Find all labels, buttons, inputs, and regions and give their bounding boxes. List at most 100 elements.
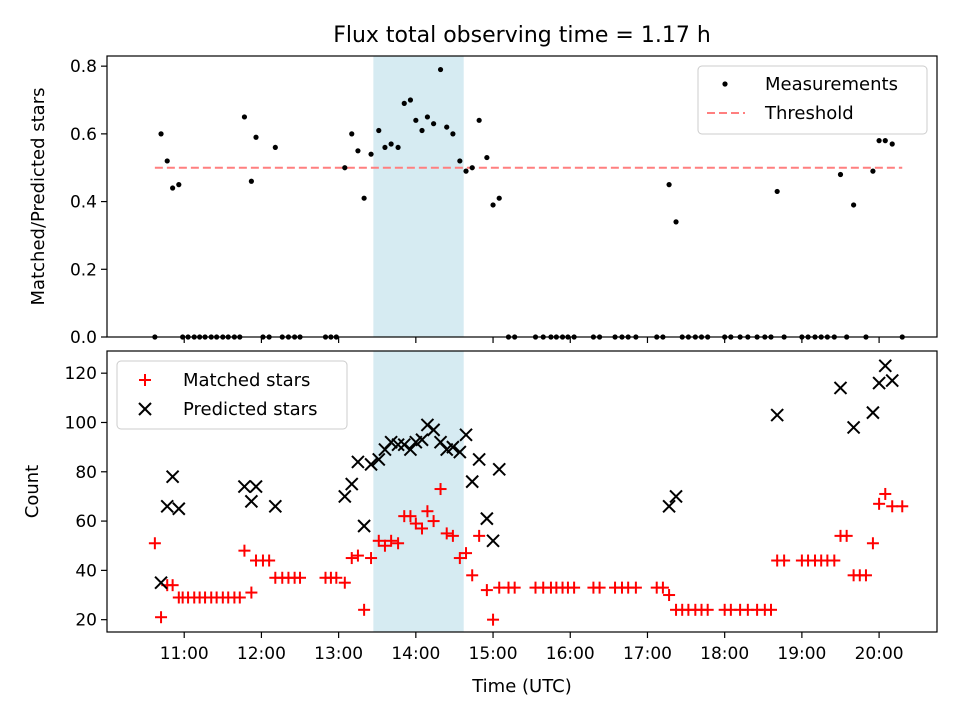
matched-star-point [166,579,179,592]
matched-star-point [245,586,258,599]
measurement-point [870,168,876,174]
measurement-point [463,168,469,174]
bottom-y-tick-label: 120 [65,364,97,384]
top-y-axis-label: Matched/Predicted stars [28,88,49,306]
measurement-point [395,144,401,151]
predicted-star-point [244,494,259,509]
matched-star-point [473,529,486,542]
matched-star-point [155,611,168,624]
matched-star-point [593,581,606,594]
x-tick-label: 14:00 [391,644,440,664]
predicted-star-point [357,519,371,533]
measurement-point [355,148,361,154]
predicted-star-point [878,359,892,373]
predicted-star-point [249,479,263,494]
matched-star-point [385,534,398,547]
measurement-point [158,131,164,137]
legend-label-matched: Matched stars [183,370,310,391]
legend-x-marker [138,402,152,416]
bottom-x-ticks: 11:00 12:00 13:00 14:00 15:00 16:00 17:00 18:00… [160,632,904,664]
predicted-star-point [165,470,180,484]
predicted-star-point [770,408,784,422]
matched-star-point [629,581,642,594]
measurement-point [889,141,895,147]
x-tick-label: 20:00 [855,644,904,664]
top-y-tick-label: 0.2 [70,260,97,280]
matched-star-point [404,510,417,523]
measurement-point [457,158,463,164]
bottom-y-tick-label: 100 [65,413,97,433]
x-axis-label: Time (UTC) [471,676,572,697]
measurement-point [401,100,407,106]
matched-star-point [378,539,391,552]
predicted-star-point [669,489,683,504]
predicted-star-points [154,359,899,590]
x-tick-label: 18:00 [700,644,749,664]
predicted-star-point [172,502,186,516]
predicted-star-point [453,445,467,459]
measurement-point [496,195,502,201]
measurement-point [484,154,490,161]
measurement-point [666,182,672,188]
bottom-y-tick-label: 60 [75,512,97,532]
measurement-point [164,158,170,164]
measurement-point [430,121,437,127]
measurement-point [774,188,780,195]
measurement-point [361,195,367,201]
matched-star-point [294,571,307,584]
predicted-star-point [465,474,479,489]
matched-star-point [345,552,358,565]
matched-star-point [358,603,371,616]
top-y-ticks: 0.0 0.2 0.4 0.6 0.8 [70,57,107,348]
highlight-band-bottom [373,351,464,632]
x-tick-label: 13:00 [314,644,363,664]
top-y-tick-label: 0.6 [70,125,97,145]
predicted-star-point [351,455,365,469]
legend-label-predicted: Predicted stars [183,399,317,420]
matched-star-point [416,522,429,535]
highlight-band-top [373,56,464,337]
matched-star-point [330,571,343,584]
predicted-star-point [345,477,359,491]
measurement-point [382,144,388,151]
matched-star-point [828,554,841,567]
measurement-point [253,134,259,140]
matched-star-point [840,529,853,542]
predicted-star-point [872,376,886,390]
matched-star-point [765,603,777,616]
top-y-tick-label: 0.4 [70,193,97,213]
measurement-point [424,114,431,120]
predicted-star-point [866,405,880,420]
measurement-point [241,114,248,120]
top-y-tick-label: 0.0 [70,328,97,348]
legend-plus-marker [139,374,151,386]
matched-star-points [148,483,909,626]
predicted-star-point [154,575,168,590]
measurement-point [673,219,679,225]
matched-star-point [338,576,351,589]
matched-star-point [446,529,459,542]
measurement-point [349,131,355,137]
matched-star-point [866,537,879,550]
matched-star-point [873,497,886,510]
x-tick-label: 19:00 [777,644,826,664]
predicted-star-point [364,457,378,472]
measurement-point [388,141,394,147]
matched-star-point [392,537,405,550]
matched-star-point [148,537,161,550]
matched-star-point [351,549,364,562]
predicted-star-point [237,479,252,494]
predicted-star-point [833,381,848,395]
measurement-point [376,127,382,134]
measurement-point [876,138,882,144]
matched-star-point [480,584,493,597]
matched-star-point [421,505,434,518]
matched-star-point [409,517,422,530]
top-legend-box [697,65,928,135]
predicted-star-point [415,433,429,447]
matched-star-point [701,603,714,616]
measurement-point [437,66,444,73]
matched-star-point [440,527,453,540]
x-tick-label: 17:00 [623,644,672,664]
